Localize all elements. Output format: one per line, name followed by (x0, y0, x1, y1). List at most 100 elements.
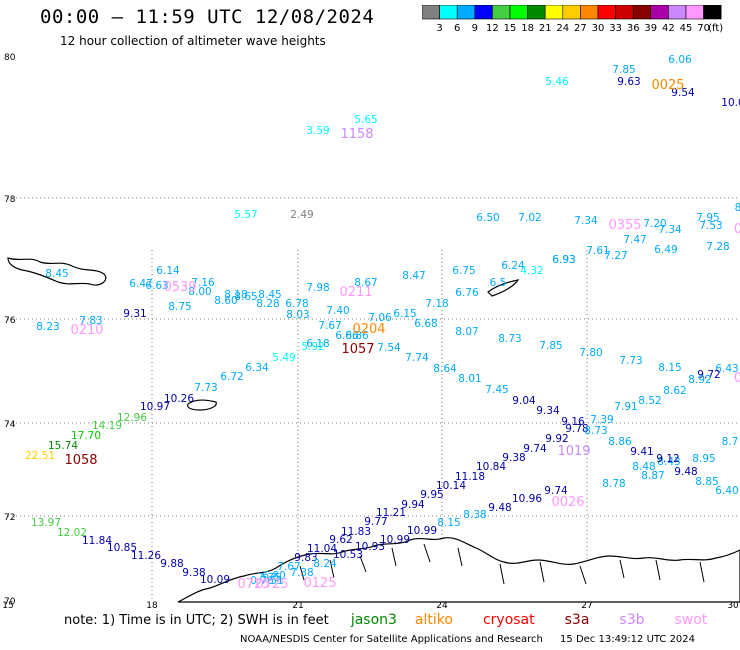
wave-height-label: 10.53 (333, 549, 363, 561)
wave-height-label: 6.93 (552, 254, 575, 266)
note-text: note: 1) Time is in UTC; 2) SWH is in fe… (64, 613, 329, 628)
wave-height-label: 8.73 (584, 425, 607, 437)
wave-height-label: 7.34 (574, 215, 598, 227)
wave-height-label: 4.32 (520, 265, 543, 277)
longitude-label: 15 (2, 601, 13, 611)
pass-time-label: 0026 (551, 495, 584, 510)
wave-height-label: 10.85 (107, 542, 137, 554)
wave-height-label: 9.74 (544, 485, 568, 497)
wave-height-label: 9.48 (488, 502, 511, 514)
longitude-label: 18 (146, 601, 158, 611)
wave-height-label: 6.93 (552, 254, 575, 266)
satellite-jason3: jason3 (350, 612, 397, 628)
latitude-label: 80 (4, 53, 16, 63)
note-legend: note: 1) Time is in UTC; 2) SWH is in fe… (64, 612, 707, 628)
wave-height-label: 7.73 (619, 355, 642, 367)
colorbar-tick: 3 (436, 23, 442, 34)
coastline-islet (487, 279, 520, 297)
colorbar-tick: 30 (592, 23, 605, 34)
wave-height-label: 8.95 (692, 453, 715, 465)
wave-height-label: 8.73 (498, 333, 521, 345)
wave-height-label: 8.03 (286, 309, 309, 321)
wave-height-label: 10.84 (476, 461, 506, 473)
wave-height-label: 8.43 (657, 456, 680, 468)
wave-height-label: 7.06 (368, 312, 392, 324)
wave-height-label: 10.09 (200, 574, 230, 586)
wave-height-label: 11.83 (341, 526, 371, 538)
lat-lon-grid (8, 197, 740, 600)
satellite-swot: swot (674, 612, 708, 628)
colorbar-swatch (703, 5, 722, 20)
footer: NOAA/NESDIS Center for Satellite Applica… (240, 634, 695, 645)
wave-height-label: 6.24 (501, 260, 525, 272)
wave-height-label: 3.59 (306, 125, 329, 137)
wave-height-label: 6.5 (490, 277, 507, 289)
wave-height-label: 7.39 (590, 414, 613, 426)
coastline (7, 257, 740, 603)
wave-height-label: 7.67 (277, 561, 300, 573)
pass-time-label: 0725 (237, 577, 270, 592)
pass-time-label: 0 (734, 222, 740, 237)
wave-height-label: 6.76 (455, 287, 479, 299)
longitude-label: 27 (581, 601, 592, 611)
wave-height-label: 12.02 (57, 527, 87, 539)
wave-height-label: 8.07 (455, 326, 478, 338)
wave-height-label: 8.86 (608, 436, 632, 448)
wave-height-label: 7.80 (579, 347, 602, 359)
pass-time-label: 0211 (339, 285, 372, 300)
wave-height-label: 9.72 (697, 369, 720, 381)
wave-height-label: 6.86 (335, 330, 359, 342)
pass-time-label: 1057 (341, 342, 374, 357)
wave-height-label: 6.43 (715, 363, 738, 375)
wave-height-label: 7.85 (539, 340, 562, 352)
wave-height-label: 7.74 (405, 352, 429, 364)
wave-height-label: 9.12 (656, 453, 679, 465)
wave-height-label: 7.67 (318, 320, 341, 332)
pass-time-label: 0539 (163, 280, 196, 295)
colorbar-tick: 6 (454, 23, 460, 34)
wave-height-label: 7.51 (260, 575, 283, 587)
wave-height-label: 5.92 (301, 341, 324, 353)
wave-height-label: 7.16 (191, 277, 215, 289)
latitude-label: 76 (4, 316, 16, 326)
wave-height-label: 9.54 (671, 87, 695, 99)
colorbar-tick: 45 (680, 23, 693, 34)
wave-height-label: 8.67 (354, 277, 377, 289)
coastline-norway (177, 537, 740, 603)
colorbar-tick: 42 (662, 23, 675, 34)
pass-time-label: 0 (734, 371, 740, 386)
wave-height-label: 8.23 (36, 321, 59, 333)
satellite-cryosat: cryosat (482, 612, 535, 628)
wave-height-label: 10.93 (355, 541, 385, 553)
wave-height-label: 8.48 (632, 461, 655, 473)
wave-height-label: 11.04 (307, 543, 337, 555)
colorbar-tick: 33 (609, 23, 622, 34)
wave-height-label: 5.57 (234, 209, 257, 221)
wave-height-label: 12.96 (117, 412, 147, 424)
wave-height-label: 8.64 (433, 363, 457, 375)
wave-height-label: 5.65 (354, 114, 377, 126)
wave-height-label: 8.62 (663, 385, 686, 397)
latitude-label: 74 (4, 420, 16, 430)
footer-credit: NOAA/NESDIS Center for Satellite Applica… (240, 634, 543, 645)
wave-height-label: 8.15 (437, 517, 460, 529)
wave-height-label: 8.78 (602, 478, 625, 490)
wave-height-label: 6.49 (654, 244, 677, 256)
wave-height-label: 14.19 (92, 420, 122, 432)
pass-time-label: 0725 (255, 577, 288, 592)
satellite-altiko: altiko (414, 612, 453, 628)
wave-height-label: 7.47 (623, 234, 646, 246)
wave-height-label: 7.91 (614, 401, 637, 413)
wave-height-label: 7.02 (518, 212, 541, 224)
colorbar-tick: 21 (539, 23, 552, 34)
wave-height-label: 9.77 (364, 516, 387, 528)
wave-height-label: 8.65 (234, 291, 257, 303)
longitude-label: 21 (292, 601, 303, 611)
colorbar-unit: (ft) (708, 23, 723, 34)
wave-height-label: 10.96 (512, 493, 542, 505)
wave-height-label: 8.87 (641, 470, 664, 482)
wave-height-label: 5.46 (545, 76, 569, 88)
wave-height-label: 8.75 (168, 301, 191, 313)
color-legend: 3 6 9 12 15 18 21 24 27 30 33 36 39 42 45 70(ft) (422, 5, 723, 34)
